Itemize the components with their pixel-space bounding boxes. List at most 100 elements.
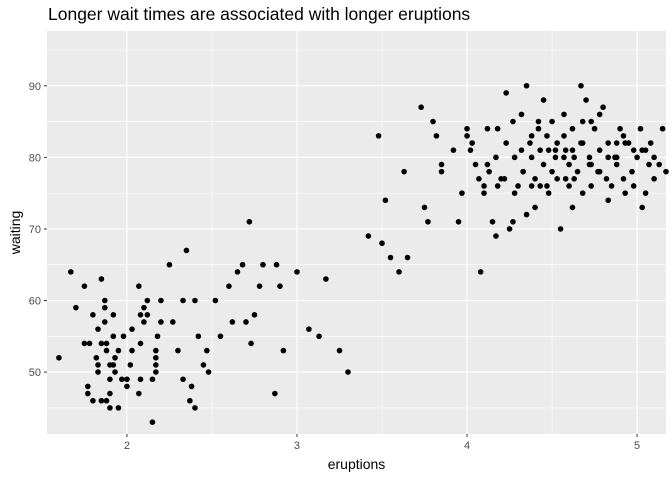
data-point <box>579 118 586 125</box>
data-point <box>562 147 569 153</box>
data-point <box>256 283 263 289</box>
data-point <box>246 218 253 225</box>
x-axis: 2 3 4 5 <box>124 434 640 452</box>
data-point <box>588 118 594 125</box>
data-point <box>294 269 300 275</box>
data-point <box>110 333 117 340</box>
data-point <box>336 347 343 354</box>
data-point <box>438 161 445 168</box>
data-point <box>579 140 586 146</box>
data-point <box>455 218 462 225</box>
data-point <box>170 319 176 325</box>
data-point <box>586 154 593 161</box>
data-point <box>511 154 518 161</box>
data-point <box>239 261 246 268</box>
data-point <box>365 233 372 239</box>
data-point <box>120 333 127 340</box>
data-point <box>141 304 147 311</box>
data-point <box>501 176 508 182</box>
data-point <box>154 333 161 340</box>
data-point <box>630 183 637 189</box>
data-point <box>613 154 620 161</box>
x-tick-label: 4 <box>464 440 470 452</box>
data-point <box>103 397 110 404</box>
data-point <box>102 319 108 325</box>
data-point <box>137 312 144 318</box>
data-point <box>588 161 594 168</box>
data-point <box>90 312 96 318</box>
data-point <box>234 269 241 275</box>
data-point <box>518 147 525 153</box>
data-point <box>396 269 402 275</box>
data-point <box>629 168 635 175</box>
data-point <box>188 383 195 390</box>
data-point <box>110 312 117 318</box>
data-point <box>484 161 491 168</box>
data-point <box>620 133 627 139</box>
data-point <box>464 125 470 132</box>
data-point <box>545 147 552 153</box>
data-point <box>613 161 620 168</box>
data-point <box>464 133 470 139</box>
data-point <box>277 283 283 289</box>
data-point <box>73 304 79 311</box>
plot-panel <box>47 31 666 434</box>
data-point <box>382 197 389 204</box>
data-point <box>124 383 130 390</box>
data-point <box>552 147 559 153</box>
data-point <box>549 168 555 175</box>
data-point <box>510 218 516 225</box>
data-point <box>571 154 577 161</box>
data-point <box>430 118 436 125</box>
data-point <box>600 104 606 111</box>
data-point <box>127 362 134 368</box>
x-axis-title: eruptions <box>328 456 386 472</box>
data-point <box>605 197 611 204</box>
data-point <box>569 204 576 211</box>
data-point <box>81 283 88 289</box>
data-point <box>124 376 130 383</box>
data-point <box>494 183 501 189</box>
data-point <box>605 140 611 146</box>
data-point <box>251 312 258 318</box>
data-point <box>204 347 210 354</box>
data-point <box>467 147 474 153</box>
data-point <box>535 125 542 132</box>
data-point <box>596 147 603 153</box>
data-point <box>469 140 475 146</box>
data-point <box>137 376 144 383</box>
data-point <box>569 147 576 153</box>
data-point <box>642 190 649 196</box>
data-points <box>56 82 669 425</box>
data-point <box>345 369 351 375</box>
data-point <box>248 340 254 347</box>
data-point <box>603 176 610 182</box>
data-point <box>622 190 628 196</box>
data-point <box>663 168 669 175</box>
data-point <box>646 161 652 168</box>
data-point <box>107 376 113 383</box>
data-point <box>229 319 236 325</box>
data-point <box>520 168 526 175</box>
y-tick-label: 60 <box>29 296 41 308</box>
data-point <box>511 190 518 196</box>
data-point <box>515 183 521 189</box>
data-point <box>450 147 457 153</box>
data-point <box>552 154 559 161</box>
data-point <box>102 304 108 311</box>
data-point <box>200 362 207 368</box>
data-point <box>596 168 603 175</box>
data-point <box>481 190 487 196</box>
data-point <box>554 176 560 182</box>
data-point <box>540 161 547 168</box>
data-point <box>561 133 567 139</box>
data-point <box>528 154 535 161</box>
data-point <box>158 319 164 325</box>
data-point <box>634 154 640 161</box>
data-point <box>583 97 589 103</box>
data-point <box>81 340 88 347</box>
data-point <box>149 419 156 425</box>
data-point <box>637 125 644 132</box>
data-point <box>433 133 440 139</box>
data-point <box>421 204 428 211</box>
